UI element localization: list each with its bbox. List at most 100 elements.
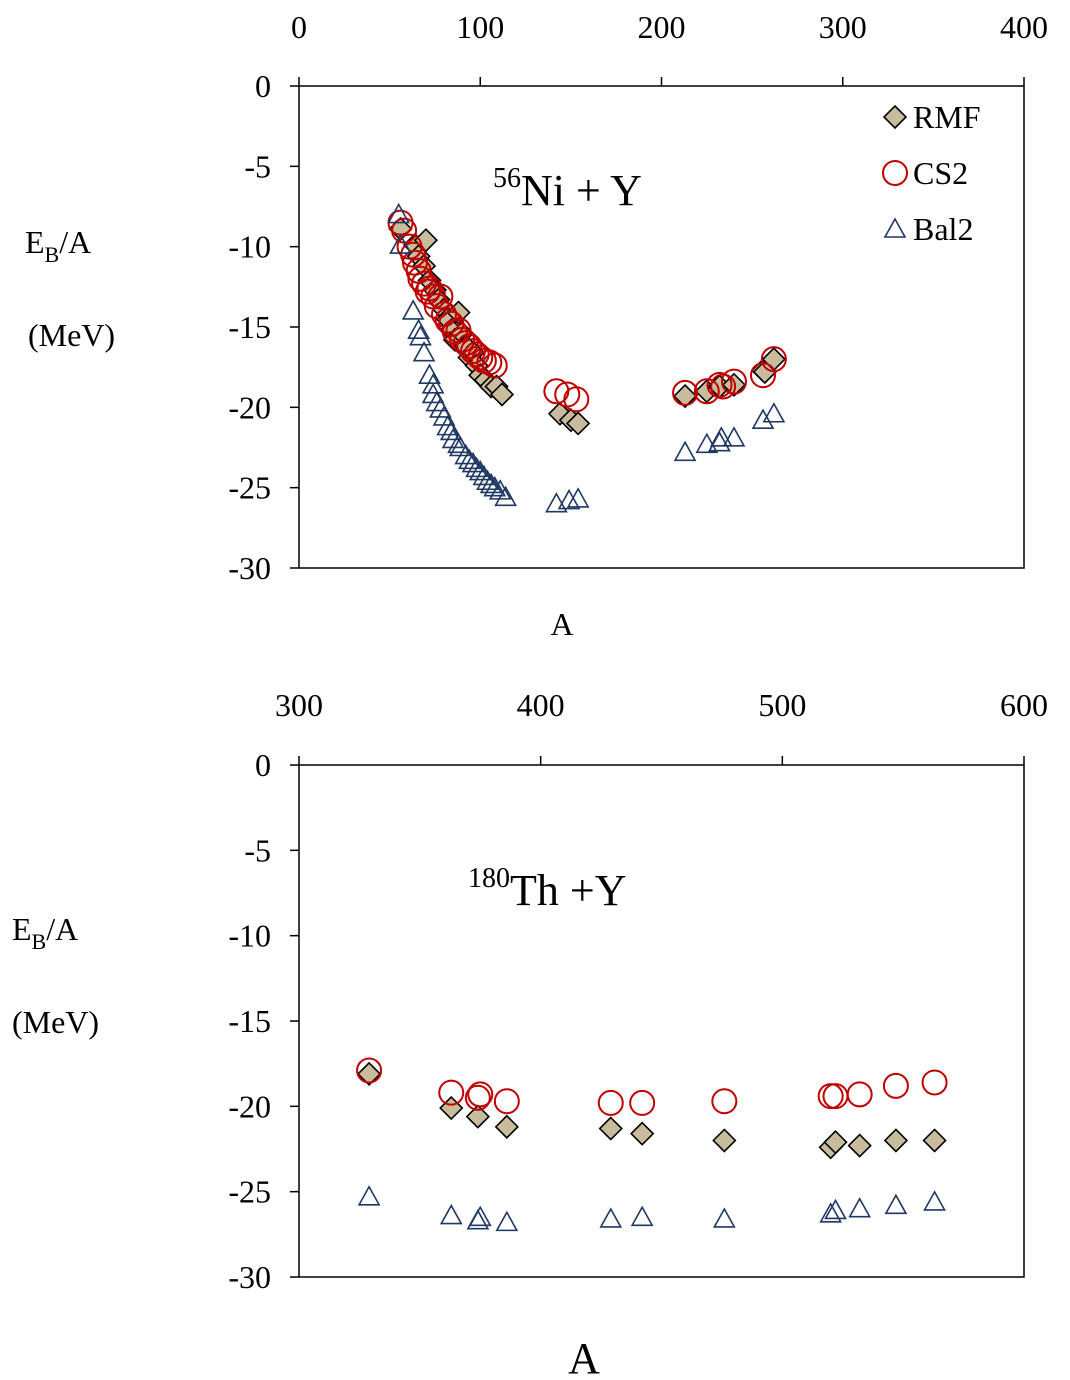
data-point-bal2 bbox=[458, 448, 481, 470]
data-point-rmf bbox=[465, 1104, 490, 1129]
data-point-bal2 bbox=[441, 427, 465, 449]
data-point-bal2 bbox=[819, 1202, 843, 1223]
data-point-cs2 bbox=[672, 379, 699, 406]
y-axis-unit: (MeV) bbox=[28, 317, 115, 353]
data-point-bal2 bbox=[461, 451, 485, 473]
data-point-bal2 bbox=[436, 414, 459, 436]
plot-frame bbox=[298, 764, 1025, 1278]
y-axis-label: EB/A bbox=[25, 224, 91, 267]
x-axis-top: 300 400 500 600 bbox=[275, 687, 1048, 765]
data-point-rmf bbox=[598, 1116, 623, 1141]
data-point-cs2 bbox=[882, 1072, 909, 1099]
data-point-rmf bbox=[439, 1095, 464, 1121]
data-point-rmf bbox=[847, 1133, 872, 1158]
x-tick-label: 400 bbox=[1000, 9, 1048, 45]
data-point-cs2 bbox=[721, 368, 747, 395]
data-point-bal2 bbox=[407, 318, 430, 340]
legend-marker-rmf bbox=[882, 104, 908, 130]
annotation-text: Th +Y bbox=[510, 866, 626, 915]
data-point-cs2 bbox=[427, 283, 454, 310]
data-point-cs2 bbox=[481, 352, 508, 379]
data-point-bal2 bbox=[465, 456, 488, 478]
data-point-bal2 bbox=[389, 233, 412, 254]
data-point-bal2 bbox=[695, 432, 719, 454]
y-tick-label: -15 bbox=[228, 1003, 271, 1039]
data-point-bal2 bbox=[712, 1207, 736, 1228]
data-point-cs2 bbox=[921, 1069, 948, 1096]
data-point-rmf bbox=[494, 1114, 519, 1139]
data-point-cs2 bbox=[493, 1088, 520, 1115]
y-tick-label: -5 bbox=[244, 832, 271, 868]
y-label-main: E bbox=[25, 224, 45, 260]
y-tick-label: -20 bbox=[228, 389, 271, 425]
data-point-bal2 bbox=[494, 485, 517, 507]
data-point-bal2 bbox=[488, 479, 512, 500]
data-point-bal2 bbox=[439, 1203, 463, 1225]
x-tick-label: 300 bbox=[819, 9, 867, 45]
data-point-bal2 bbox=[468, 1205, 492, 1227]
data-point-bal2 bbox=[824, 1198, 847, 1220]
data-point-cs2 bbox=[760, 346, 787, 373]
data-point-cs2 bbox=[464, 1084, 491, 1111]
data-point-bal2 bbox=[673, 440, 697, 462]
data-point-cs2 bbox=[597, 1089, 624, 1116]
data-point-rmf bbox=[883, 1128, 909, 1153]
y-axis-unit: (MeV) bbox=[12, 1004, 99, 1040]
data-point-cs2 bbox=[710, 373, 737, 400]
y-axis-label: EB/A bbox=[12, 911, 78, 954]
data-point-rmf bbox=[712, 1128, 737, 1153]
data-point-bal2 bbox=[751, 408, 775, 429]
data-point-cs2 bbox=[438, 1079, 465, 1106]
x-tick-label: 400 bbox=[517, 687, 565, 723]
data-point-rmf bbox=[721, 372, 747, 397]
data-point-rmf bbox=[630, 1121, 655, 1146]
data-point-bal2 bbox=[557, 488, 581, 510]
y-label-rest: /A bbox=[59, 224, 91, 260]
annotation-text: Ni + Y bbox=[521, 166, 642, 215]
legend: RMF CS2 Bal2 bbox=[882, 99, 981, 247]
annotation-sup: 180 bbox=[468, 863, 510, 894]
data-point-bal2 bbox=[447, 432, 470, 454]
x-tick-label: 300 bbox=[275, 687, 323, 723]
data-point-bal2 bbox=[848, 1197, 872, 1218]
data-point-cs2 bbox=[846, 1081, 873, 1108]
data-point-cs2 bbox=[467, 1081, 494, 1108]
legend-label-rmf: RMF bbox=[913, 99, 981, 135]
data-point-cs2 bbox=[706, 371, 733, 398]
x-tick-label: 0 bbox=[291, 9, 307, 45]
y-tick-label: -5 bbox=[244, 148, 271, 184]
data-point-cs2 bbox=[693, 378, 720, 405]
data-points bbox=[356, 1057, 948, 1232]
data-point-bal2 bbox=[884, 1193, 908, 1215]
data-point-bal2 bbox=[454, 443, 478, 465]
data-point-bal2 bbox=[479, 472, 503, 494]
data-point-bal2 bbox=[923, 1190, 946, 1211]
y-tick-label: -10 bbox=[228, 229, 271, 265]
data-point-bal2 bbox=[472, 464, 496, 486]
annotation-sup: 56 bbox=[493, 163, 521, 194]
data-point-bal2 bbox=[722, 426, 746, 447]
data-point-bal2 bbox=[439, 419, 463, 441]
y-label-sub: B bbox=[45, 242, 60, 267]
data-point-bal2 bbox=[409, 324, 432, 346]
data-point-rmf bbox=[565, 411, 591, 436]
y-tick-label: -30 bbox=[228, 550, 271, 586]
data-point-bal2 bbox=[483, 476, 507, 497]
data-point-bal2 bbox=[762, 402, 786, 423]
data-point-bal2 bbox=[468, 459, 492, 481]
legend-marker-cs2 bbox=[882, 160, 908, 186]
y-tick-label: 0 bbox=[255, 747, 271, 783]
data-point-rmf bbox=[356, 1061, 382, 1087]
data-point-cs2 bbox=[822, 1083, 849, 1110]
data-point-cs2 bbox=[711, 1088, 738, 1115]
y-label-sub: B bbox=[32, 929, 47, 954]
data-point-bal2 bbox=[418, 363, 441, 385]
data-point-bal2 bbox=[630, 1205, 654, 1227]
data-point-cs2 bbox=[356, 1057, 383, 1084]
y-tick-label: -20 bbox=[228, 1088, 271, 1124]
y-label-main: E bbox=[12, 911, 32, 947]
data-point-cs2 bbox=[563, 386, 590, 413]
x-axis-top: 0 100 200 300 400 bbox=[291, 9, 1048, 86]
data-point-bal2 bbox=[412, 341, 436, 362]
x-tick-label: 500 bbox=[758, 687, 806, 723]
